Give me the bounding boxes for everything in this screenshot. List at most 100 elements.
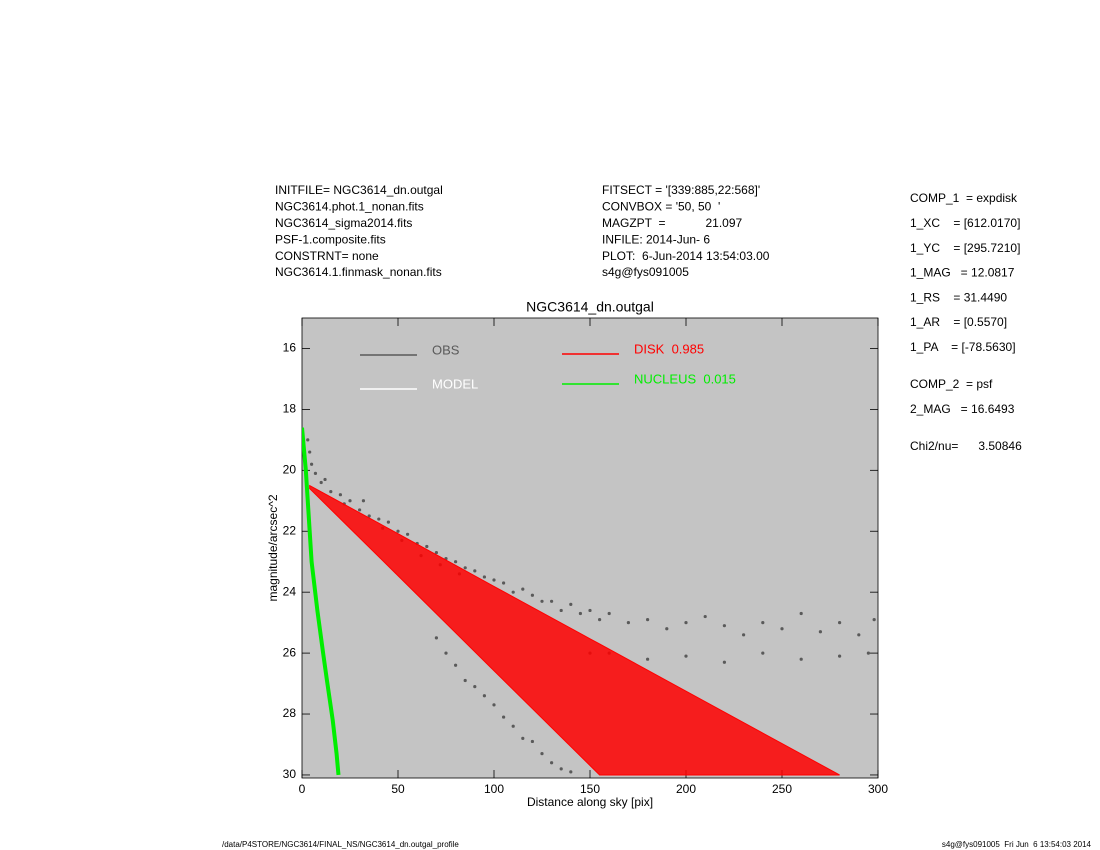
obs-point bbox=[502, 715, 506, 719]
x-tick-label: 50 bbox=[391, 782, 405, 796]
header-left-line: INITFILE= NGC3614_dn.outgal bbox=[275, 183, 443, 197]
obs-point bbox=[358, 508, 362, 512]
param-line: 2_MAG = 16.6493 bbox=[910, 402, 1015, 416]
obs-point bbox=[761, 621, 765, 625]
obs-point bbox=[559, 608, 563, 613]
obs-point bbox=[799, 657, 803, 661]
obs-point bbox=[559, 767, 563, 771]
obs-point bbox=[818, 630, 823, 634]
obs-point bbox=[722, 660, 727, 664]
obs-point bbox=[866, 651, 871, 655]
y-tick-label: 30 bbox=[283, 767, 297, 781]
obs-point bbox=[578, 611, 583, 616]
nucleus-line bbox=[302, 427, 341, 776]
footer-left: /data/P4STORE/NGC3614/FINAL_NS/NGC3614_d… bbox=[222, 840, 459, 849]
obs-point bbox=[684, 621, 688, 625]
obs-point bbox=[492, 578, 496, 582]
disk-band bbox=[309, 484, 840, 776]
param-line: COMP_2 = psf bbox=[910, 377, 993, 391]
obs-point bbox=[511, 590, 515, 594]
x-tick-label: 100 bbox=[484, 782, 504, 796]
param-line: 1_MAG = 12.0817 bbox=[910, 266, 1015, 280]
legend-label: DISK 0.985 bbox=[634, 341, 704, 356]
header-middle-line: PLOT: 6-Jun-2014 13:54:03.00 bbox=[602, 249, 770, 263]
footer-right: s4g@fys091005 Fri Jun 6 13:54:03 2014 bbox=[942, 840, 1092, 849]
x-tick-label: 300 bbox=[868, 782, 888, 796]
param-line: 1_AR = [0.5570] bbox=[910, 315, 1007, 329]
obs-point bbox=[377, 517, 381, 521]
obs-point bbox=[838, 621, 842, 625]
header-middle-line: s4g@fys091005 bbox=[602, 265, 689, 279]
obs-point bbox=[338, 493, 342, 497]
obs-point bbox=[626, 621, 631, 625]
obs-point bbox=[444, 651, 448, 655]
obs-point bbox=[540, 752, 544, 756]
obs-point bbox=[742, 633, 746, 637]
obs-point bbox=[857, 633, 861, 637]
header-middle-line: CONVBOX = '50, 50 ' bbox=[602, 200, 720, 214]
obs-point bbox=[386, 520, 390, 524]
header-middle-line: FITSECT = '[339:885,22:568]' bbox=[602, 183, 760, 197]
x-tick-label: 250 bbox=[772, 782, 792, 796]
obs-point bbox=[799, 611, 803, 616]
obs-point bbox=[308, 450, 312, 454]
obs-point bbox=[598, 617, 602, 622]
x-tick-label: 0 bbox=[299, 782, 306, 796]
obs-point bbox=[521, 587, 525, 591]
x-axis-label: Distance along sky [pix] bbox=[527, 795, 653, 809]
obs-point bbox=[323, 477, 327, 482]
obs-point bbox=[569, 770, 573, 774]
obs-point bbox=[361, 499, 366, 503]
obs-point bbox=[646, 657, 650, 661]
obs-point bbox=[313, 471, 318, 475]
param-line: 1_PA = [-78.5630] bbox=[910, 340, 1016, 354]
obs-point bbox=[722, 624, 727, 628]
header-left-line: PSF-1.composite.fits bbox=[275, 232, 386, 246]
y-tick-label: 20 bbox=[283, 462, 297, 476]
param-line: 1_XC = [612.0170] bbox=[910, 216, 1020, 230]
obs-point bbox=[703, 614, 707, 619]
legend-label: NUCLEUS 0.015 bbox=[634, 371, 736, 386]
param-line: 1_RS = 31.4490 bbox=[910, 290, 1007, 304]
obs-point bbox=[838, 654, 842, 658]
obs-point bbox=[463, 678, 467, 683]
y-tick-label: 18 bbox=[283, 402, 297, 416]
obs-point bbox=[367, 514, 371, 518]
header-middle-line: MAGZPT = 21.097 bbox=[602, 216, 742, 230]
obs-point bbox=[665, 627, 669, 631]
obs-point bbox=[684, 654, 688, 658]
obs-point bbox=[646, 617, 650, 622]
legend-label: OBS bbox=[432, 342, 460, 357]
param-line: COMP_1 = expdisk bbox=[910, 191, 1018, 205]
obs-point bbox=[550, 761, 554, 765]
obs-point bbox=[329, 490, 333, 494]
obs-point bbox=[872, 617, 876, 622]
y-tick-label: 26 bbox=[283, 645, 297, 659]
obs-point bbox=[761, 651, 765, 655]
obs-point bbox=[511, 724, 515, 728]
header-left-line: CONSTRNT= none bbox=[275, 249, 379, 263]
obs-point bbox=[540, 599, 544, 603]
param-line: Chi2/nu= 3.50846 bbox=[910, 439, 1022, 453]
obs-point bbox=[521, 736, 525, 740]
obs-point bbox=[473, 569, 477, 573]
obs-point bbox=[348, 499, 352, 503]
obs-point bbox=[473, 685, 477, 689]
obs-point bbox=[482, 575, 486, 579]
header-left-line: NGC3614_sigma2014.fits bbox=[275, 216, 412, 230]
obs-point bbox=[588, 608, 592, 613]
obs-point bbox=[434, 550, 438, 555]
y-tick-label: 22 bbox=[283, 523, 297, 537]
legend-label: MODEL bbox=[432, 376, 478, 391]
header-left-line: NGC3614.1.finmask_nonan.fits bbox=[275, 265, 442, 279]
obs-point bbox=[482, 694, 486, 698]
obs-point bbox=[434, 636, 438, 640]
y-axis-label: magnitude/arcsec^2 bbox=[266, 494, 280, 601]
obs-point bbox=[319, 480, 323, 485]
obs-point bbox=[425, 544, 429, 549]
header-middle-line: INFILE: 2014-Jun- 6 bbox=[602, 232, 710, 246]
obs-point bbox=[502, 581, 506, 585]
x-tick-label: 150 bbox=[580, 782, 600, 796]
obs-point bbox=[306, 438, 310, 442]
y-tick-label: 24 bbox=[283, 584, 297, 598]
